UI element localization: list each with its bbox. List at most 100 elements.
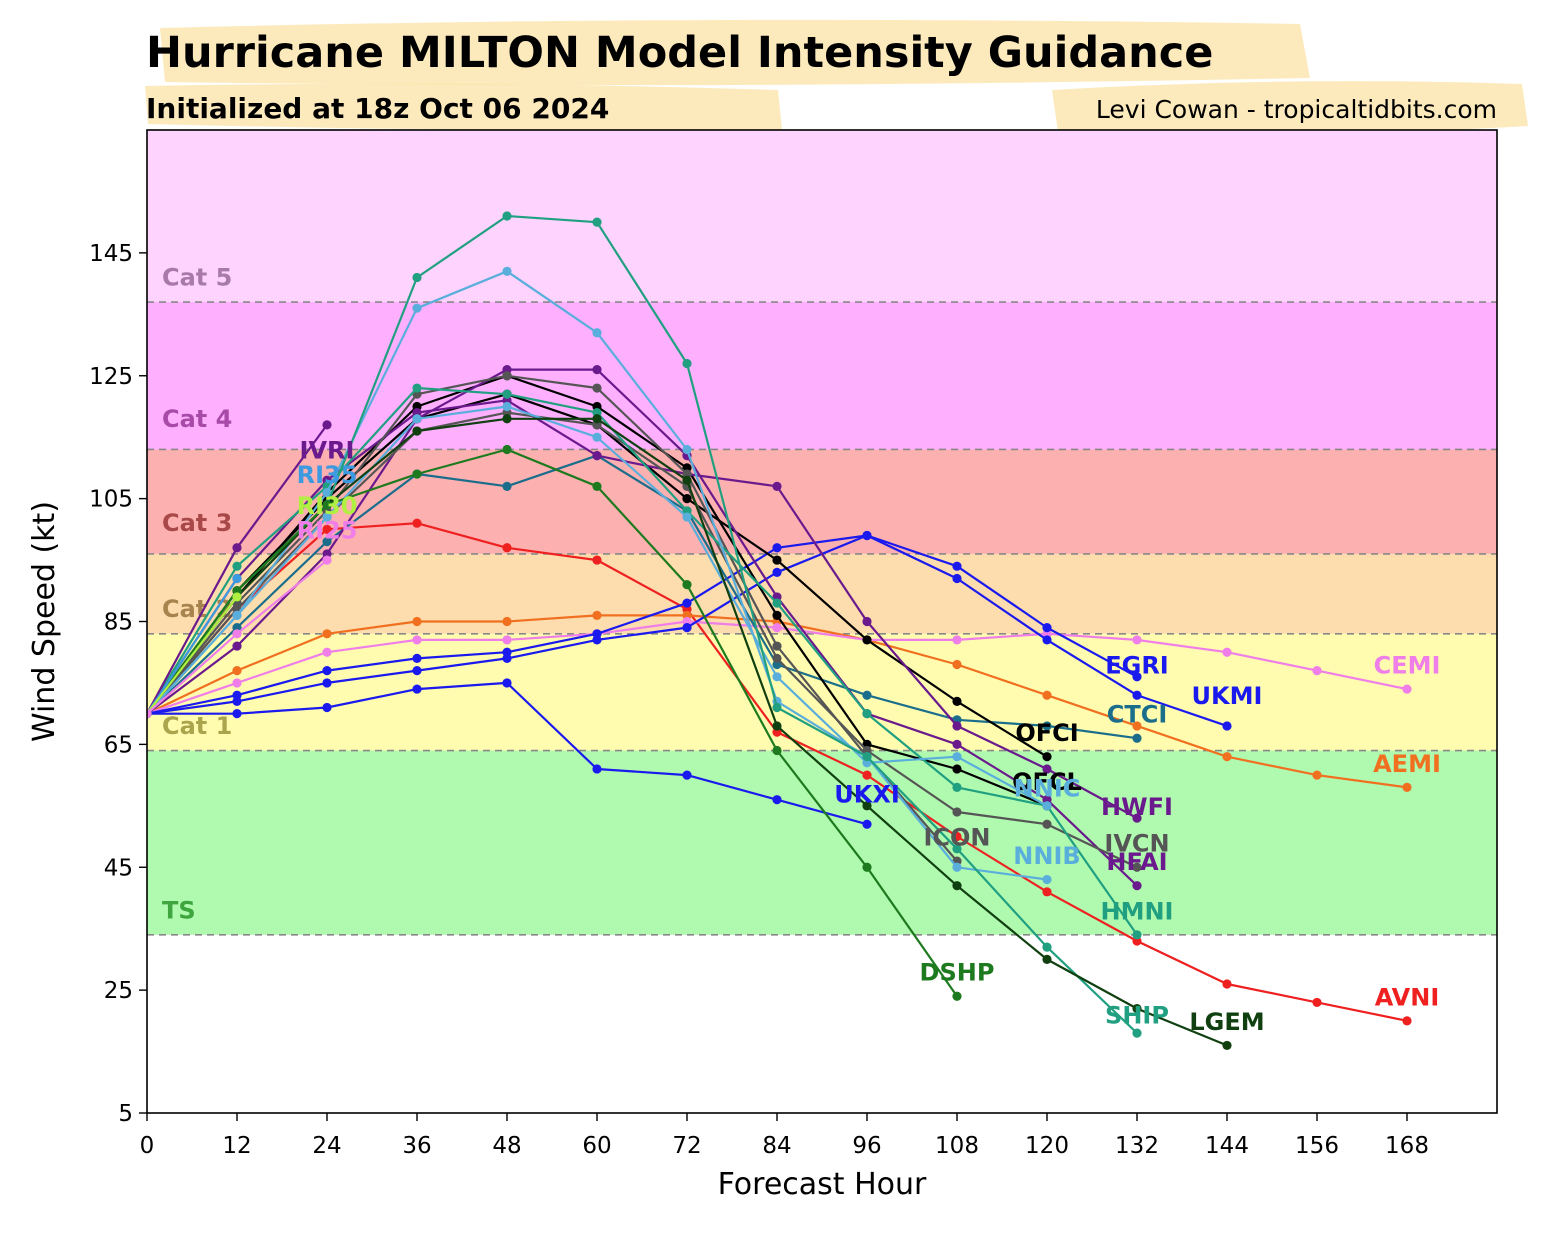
x-tick-label: 108 — [935, 1133, 979, 1159]
data-point-ukmi — [1042, 635, 1052, 645]
data-point-ukmi — [232, 696, 242, 706]
series-label-ukmi: UKMI — [1192, 682, 1263, 710]
data-point-lgem — [862, 801, 872, 811]
data-point-nnic — [1042, 801, 1052, 811]
x-tick-label: 60 — [582, 1133, 611, 1159]
data-point-ri25 — [147, 709, 152, 719]
y-tick-label: 5 — [118, 1101, 133, 1127]
data-point-nnic — [502, 401, 512, 412]
data-point-avni — [412, 518, 422, 528]
data-point-hwfi — [772, 481, 782, 491]
data-point-ukxi — [682, 770, 692, 780]
data-point-nnic — [322, 512, 332, 522]
data-point-ukmi — [682, 623, 692, 633]
data-point-egri — [1132, 672, 1142, 682]
data-point-egri — [412, 653, 422, 663]
data-point-icon — [502, 371, 512, 381]
series-label-hwfi: HWFI — [1101, 793, 1173, 821]
x-axis-title: Forecast Hour — [718, 1167, 927, 1202]
series-label-aemi: AEMI — [1373, 750, 1441, 778]
band-label-ts: TS — [162, 896, 196, 924]
series-label-dshp: DSHP — [920, 959, 995, 987]
data-point-hwfi — [1042, 764, 1052, 774]
data-point-ukmi — [502, 653, 512, 663]
data-point-ofcl — [772, 610, 782, 620]
series-label-ri25: RI25 — [297, 516, 358, 544]
data-point-cemi — [772, 623, 782, 633]
data-point-avni — [862, 770, 872, 780]
data-point-cemi — [232, 678, 242, 688]
data-point-avni — [502, 543, 512, 553]
data-point-ukmi — [952, 573, 962, 584]
data-point-hmni — [952, 782, 962, 792]
series-label-ri30: RI30 — [297, 492, 358, 520]
series-label-ivcn: IVCN — [1104, 830, 1169, 858]
data-point-ivcn — [1132, 862, 1142, 872]
data-point-nnib — [412, 303, 422, 313]
data-point-lgem — [1132, 1003, 1142, 1014]
data-point-ivcn — [952, 807, 962, 817]
data-point-avni — [592, 555, 602, 565]
band-label-cat-3: Cat 3 — [162, 509, 232, 537]
data-point-ukmi — [412, 666, 422, 676]
data-point-nnic — [772, 672, 782, 682]
series-label-egri: EGRI — [1105, 652, 1169, 680]
series-label-icon: ICON — [923, 824, 990, 852]
data-point-ship — [682, 358, 692, 369]
data-point-ri30 — [232, 592, 242, 602]
data-point-ri25 — [322, 555, 332, 565]
data-point-lgem — [412, 426, 422, 436]
data-point-ukxi — [232, 709, 242, 719]
data-point-dshp — [412, 469, 422, 479]
data-point-aemi — [592, 610, 602, 620]
series-line-icon — [147, 374, 958, 862]
data-point-ukxi — [772, 795, 782, 805]
data-point-ukxi — [322, 702, 332, 713]
x-tick-label: 72 — [672, 1133, 701, 1159]
data-point-nnib — [1042, 874, 1052, 885]
data-point-cemi — [1402, 684, 1412, 694]
data-point-ship — [412, 272, 422, 283]
series-label-ofci: OFCI — [1015, 719, 1078, 747]
data-point-nnic — [592, 432, 602, 442]
data-point-ofci — [772, 555, 782, 565]
series-line-ri30 — [147, 596, 238, 715]
data-point-hmni — [772, 598, 782, 608]
data-point-nnic — [232, 610, 242, 620]
data-point-ship — [862, 752, 872, 762]
series-label-hfai: HFAI — [1106, 848, 1167, 876]
data-point-ukmi — [862, 530, 872, 541]
data-point-ofcl — [952, 764, 962, 774]
data-point-dshp — [862, 862, 872, 872]
data-point-ofci — [862, 635, 872, 645]
data-point-cemi — [1132, 635, 1142, 645]
data-point-hmni — [862, 709, 872, 719]
series-label-ofcl: OFCL — [1012, 768, 1082, 796]
chart-subtitle: Initialized at 18z Oct 06 2024 — [146, 92, 609, 125]
band-label-cat-1: Cat 1 — [162, 712, 232, 740]
data-point-aemi — [502, 616, 512, 627]
data-point-lgem — [772, 721, 782, 731]
data-point-egri — [682, 598, 692, 608]
data-point-ukmi — [1222, 721, 1232, 731]
data-point-avni — [1312, 997, 1322, 1008]
series-label-nnic: NNIC — [1014, 774, 1081, 802]
data-point-avni — [1042, 887, 1052, 897]
x-tick-label: 36 — [402, 1133, 431, 1159]
data-point-ship — [1132, 1028, 1142, 1038]
data-point-lgem — [952, 881, 962, 891]
subtitle-highlight — [145, 83, 782, 131]
x-tick-label: 84 — [762, 1133, 791, 1159]
series-label-ri35: RI35 — [297, 461, 358, 489]
series-line-ri35 — [147, 577, 238, 715]
data-point-nnic — [412, 414, 422, 424]
data-point-ukmi — [592, 635, 602, 645]
data-point-aemi — [232, 666, 242, 676]
series-label-nnib: NNIB — [1013, 842, 1080, 870]
y-tick-label: 45 — [104, 855, 133, 881]
data-point-aemi — [322, 629, 332, 639]
data-point-cemi — [952, 635, 962, 645]
data-point-aemi — [1042, 690, 1052, 700]
data-point-aemi — [952, 659, 962, 670]
data-point-ofci — [682, 494, 692, 504]
